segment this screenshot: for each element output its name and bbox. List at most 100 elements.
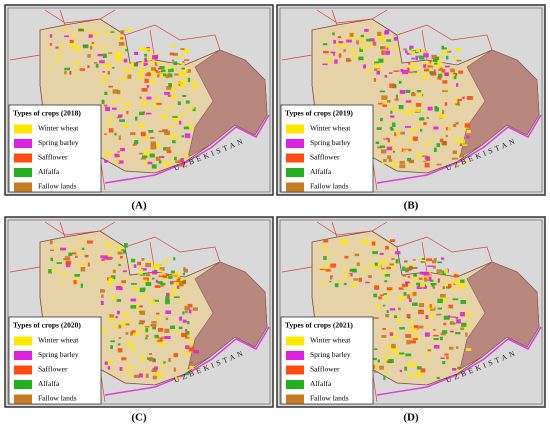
crop-patch xyxy=(66,263,71,268)
crop-patch xyxy=(386,345,393,349)
crop-patch xyxy=(407,100,413,105)
crop-patch xyxy=(78,251,82,255)
crop-patch xyxy=(449,346,454,350)
crop-patch xyxy=(180,297,184,302)
crop-patch xyxy=(146,65,149,67)
crop-patch xyxy=(452,368,457,371)
crop-patch xyxy=(406,314,411,318)
crop-patch xyxy=(146,48,151,51)
legend-label: Spring barley xyxy=(310,138,351,147)
crop-patch xyxy=(464,123,470,128)
crop-patch xyxy=(133,350,138,353)
crop-patch xyxy=(398,287,404,290)
crop-patch xyxy=(117,348,123,353)
crop-patch xyxy=(391,107,397,111)
crop-patch xyxy=(450,68,455,73)
crop-patch xyxy=(139,305,143,308)
crop-patch xyxy=(404,366,408,371)
crop-patch xyxy=(93,276,96,279)
crop-patch xyxy=(141,258,145,261)
crop-patch xyxy=(465,332,468,337)
crop-patch xyxy=(143,135,148,140)
crop-patch xyxy=(435,56,440,61)
crop-patch xyxy=(49,34,53,38)
crop-patch xyxy=(462,288,465,290)
crop-patch xyxy=(434,62,438,65)
crop-patch xyxy=(122,270,127,273)
crop-patch xyxy=(380,37,385,41)
crop-patch xyxy=(373,317,379,319)
crop-patch xyxy=(375,141,380,144)
crop-patch xyxy=(458,367,462,370)
crop-patch xyxy=(387,155,392,160)
crop-patch xyxy=(407,71,413,74)
crop-patch xyxy=(164,130,170,135)
crop-patch xyxy=(371,241,376,246)
legend-swatch xyxy=(286,365,304,375)
crop-patch xyxy=(427,307,432,311)
crop-patch xyxy=(106,92,109,95)
crop-patch xyxy=(424,163,430,168)
crop-patch xyxy=(168,68,174,73)
crop-patch xyxy=(424,332,430,337)
crop-patch xyxy=(348,273,353,277)
crop-patch xyxy=(174,377,180,380)
crop-patch xyxy=(460,300,467,304)
crop-patch xyxy=(405,353,412,357)
crop-patch xyxy=(129,318,133,322)
crop-patch xyxy=(64,70,67,75)
crop-patch xyxy=(423,122,427,126)
crop-patch xyxy=(140,157,147,160)
crop-patch xyxy=(91,42,96,47)
crop-patch xyxy=(438,73,443,78)
crop-patch xyxy=(416,154,421,158)
crop-patch xyxy=(359,277,362,282)
crop-patch xyxy=(188,309,192,314)
legend-label: Alfalfa xyxy=(310,167,332,176)
crop-patch xyxy=(455,122,459,125)
crop-patch xyxy=(72,45,79,50)
crop-patch xyxy=(160,282,166,286)
crop-patch xyxy=(432,286,435,289)
crop-patch xyxy=(409,66,415,69)
legend-swatch xyxy=(14,168,32,177)
crop-patch xyxy=(378,35,383,39)
crop-patch xyxy=(64,256,71,261)
crop-patch xyxy=(145,73,151,77)
crop-patch xyxy=(412,136,418,141)
crop-patch xyxy=(79,68,85,71)
crop-patch xyxy=(385,50,390,55)
legend-box xyxy=(280,316,374,405)
crop-patch xyxy=(427,349,432,352)
legend-title: Types of crops (2021) xyxy=(285,321,353,330)
crop-patch xyxy=(442,298,448,302)
crop-patch xyxy=(97,32,100,36)
crop-patch xyxy=(103,104,108,107)
crop-patch xyxy=(426,258,433,262)
crop-patch xyxy=(183,268,188,273)
crop-patch xyxy=(362,47,365,52)
panel-label: (B) xyxy=(404,200,419,212)
crop-patch xyxy=(127,373,133,376)
crop-patch xyxy=(123,58,128,63)
crop-patch xyxy=(433,329,436,331)
crop-patch xyxy=(120,37,124,40)
crop-patch xyxy=(173,84,179,87)
crop-patch xyxy=(383,370,387,373)
crop-patch xyxy=(171,94,175,97)
crop-patch xyxy=(120,30,125,35)
crop-patch xyxy=(420,283,425,288)
crop-patch xyxy=(159,72,163,77)
crop-patch xyxy=(139,75,144,78)
crop-patch xyxy=(137,77,142,80)
crop-patch xyxy=(112,99,116,103)
crop-patch xyxy=(130,61,137,65)
crop-patch xyxy=(398,307,401,311)
crop-patch xyxy=(418,93,423,98)
crop-patch xyxy=(420,271,426,275)
crop-patch xyxy=(449,74,456,77)
crop-patch xyxy=(168,126,174,128)
crop-patch xyxy=(452,124,457,128)
crop-patch xyxy=(323,43,328,46)
